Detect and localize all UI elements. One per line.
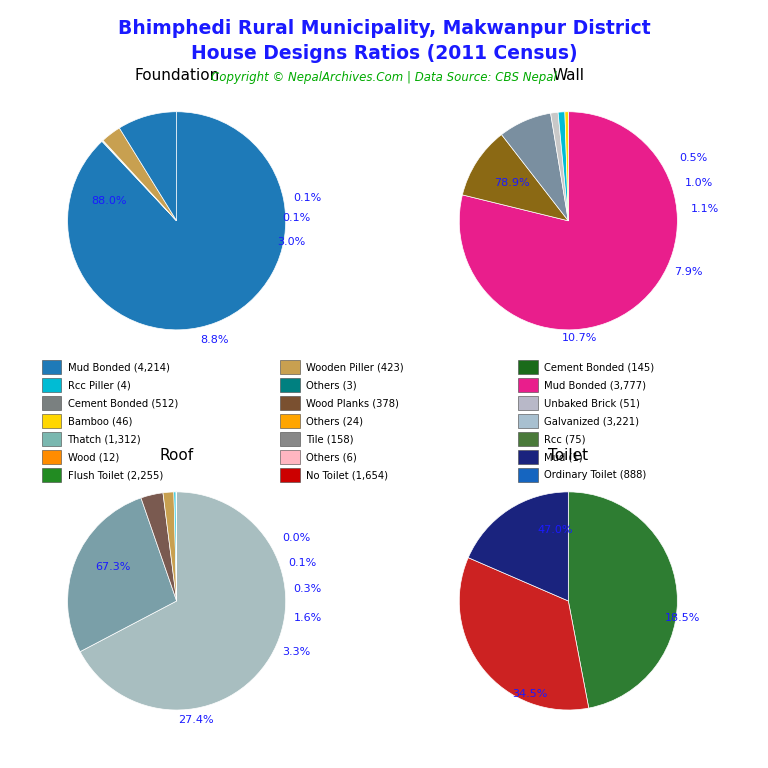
Text: Mud Bonded (4,214): Mud Bonded (4,214) (68, 362, 170, 372)
Title: Toilet: Toilet (548, 449, 588, 463)
Title: Roof: Roof (160, 449, 194, 463)
Wedge shape (558, 112, 568, 221)
Wedge shape (468, 492, 568, 601)
Text: Mud (1): Mud (1) (544, 452, 582, 462)
Text: Cement Bonded (512): Cement Bonded (512) (68, 398, 178, 409)
Text: Tile (158): Tile (158) (306, 434, 353, 445)
Text: 0.5%: 0.5% (680, 153, 708, 163)
Wedge shape (568, 492, 677, 708)
Text: 0.1%: 0.1% (283, 213, 311, 223)
Text: Wooden Piller (423): Wooden Piller (423) (306, 362, 403, 372)
Wedge shape (102, 141, 177, 221)
Text: 34.5%: 34.5% (512, 689, 548, 699)
Title: Wall: Wall (552, 68, 584, 83)
Wedge shape (163, 492, 177, 601)
Text: 1.0%: 1.0% (685, 178, 713, 188)
Text: 0.1%: 0.1% (288, 558, 316, 568)
Text: Mud Bonded (3,777): Mud Bonded (3,777) (544, 380, 646, 390)
Text: 78.9%: 78.9% (494, 178, 529, 188)
Text: 27.4%: 27.4% (178, 715, 214, 725)
Text: 10.7%: 10.7% (561, 333, 597, 343)
Text: Cement Bonded (145): Cement Bonded (145) (544, 362, 654, 372)
Text: No Toilet (1,654): No Toilet (1,654) (306, 470, 388, 481)
Text: Unbaked Brick (51): Unbaked Brick (51) (544, 398, 640, 409)
Text: 88.0%: 88.0% (91, 197, 127, 207)
Text: 18.5%: 18.5% (665, 613, 700, 623)
Text: Flush Toilet (2,255): Flush Toilet (2,255) (68, 470, 163, 481)
Wedge shape (141, 493, 177, 601)
Wedge shape (551, 112, 568, 221)
Wedge shape (68, 111, 286, 329)
Text: Rcc (75): Rcc (75) (544, 434, 585, 445)
Text: 0.0%: 0.0% (283, 533, 311, 543)
Wedge shape (102, 141, 177, 221)
Text: 3.3%: 3.3% (283, 647, 311, 657)
Text: Rcc Piller (4): Rcc Piller (4) (68, 380, 131, 390)
Text: Galvanized (3,221): Galvanized (3,221) (544, 416, 639, 426)
Text: Others (3): Others (3) (306, 380, 356, 390)
Wedge shape (174, 492, 177, 601)
Wedge shape (103, 128, 177, 221)
Text: 47.0%: 47.0% (538, 525, 573, 535)
Text: Copyright © NepalArchives.Com | Data Source: CBS Nepal: Copyright © NepalArchives.Com | Data Sou… (211, 71, 557, 84)
Text: Bamboo (46): Bamboo (46) (68, 416, 132, 426)
Text: 8.8%: 8.8% (200, 335, 229, 345)
Wedge shape (462, 134, 568, 221)
Wedge shape (80, 492, 286, 710)
Wedge shape (459, 558, 589, 710)
Text: Others (24): Others (24) (306, 416, 362, 426)
Text: Thatch (1,312): Thatch (1,312) (68, 434, 141, 445)
Text: 1.6%: 1.6% (293, 613, 322, 623)
Wedge shape (459, 111, 677, 329)
Text: Wood (12): Wood (12) (68, 452, 119, 462)
Text: Wood Planks (378): Wood Planks (378) (306, 398, 399, 409)
Text: 7.9%: 7.9% (674, 267, 703, 277)
Text: 0.1%: 0.1% (293, 194, 322, 204)
Text: 0.3%: 0.3% (293, 584, 322, 594)
Text: 1.1%: 1.1% (690, 204, 719, 214)
Wedge shape (502, 113, 568, 221)
Text: 3.0%: 3.0% (277, 237, 305, 247)
Wedge shape (68, 498, 177, 652)
Text: 67.3%: 67.3% (96, 562, 131, 572)
Text: Ordinary Toilet (888): Ordinary Toilet (888) (544, 470, 646, 481)
Wedge shape (119, 111, 177, 221)
Text: Others (6): Others (6) (306, 452, 356, 462)
Wedge shape (565, 111, 568, 221)
Text: Bhimphedi Rural Municipality, Makwanpur District
House Designs Ratios (2011 Cens: Bhimphedi Rural Municipality, Makwanpur … (118, 19, 650, 63)
Title: Foundation: Foundation (134, 68, 220, 83)
